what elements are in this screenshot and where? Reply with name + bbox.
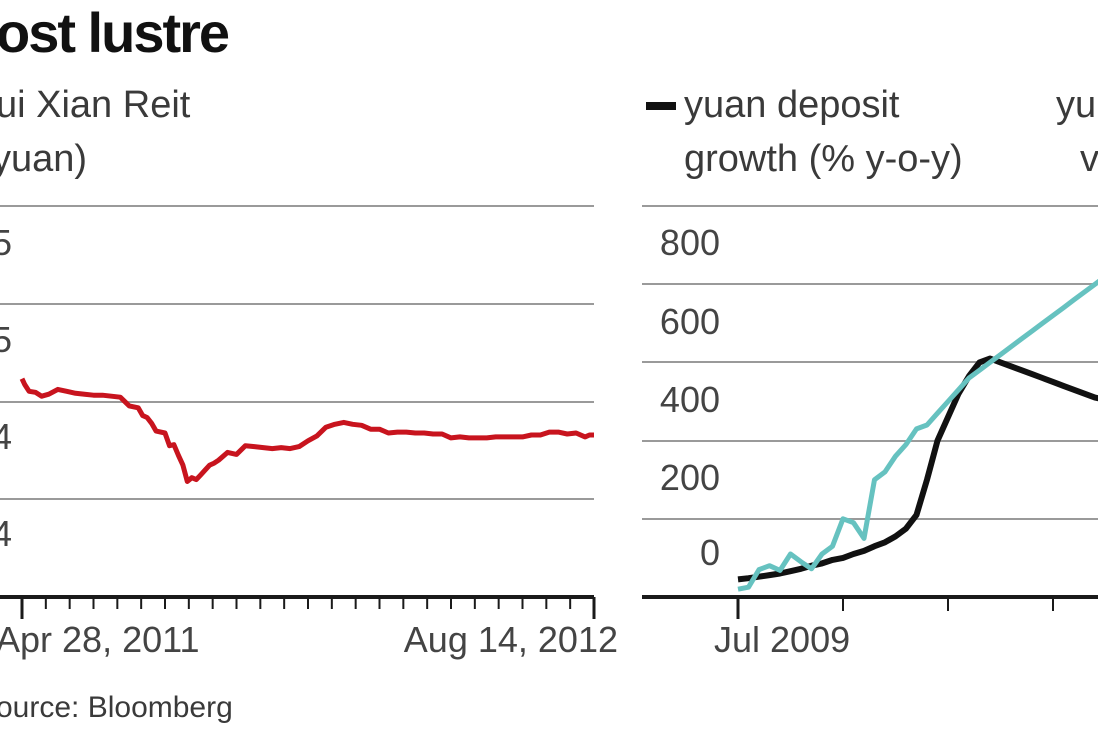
legend-label-second-line2: v: [1080, 138, 1098, 180]
left-x-tick-label: Aug 14, 2012: [404, 619, 618, 660]
source-note: ource: Bloomberg: [0, 691, 233, 724]
legend-label-deposit-line2: growth (% y-o-y): [684, 138, 963, 180]
legend-label-second: yu: [1056, 84, 1097, 126]
headline: ost lustre: [0, 1, 230, 64]
left-y-tick-label: 4: [0, 416, 12, 457]
left-chart-unit: yuan): [0, 138, 88, 180]
right-series-deposit-line: [737, 355, 1098, 583]
left-series-line: [19, 377, 594, 484]
left-x-tick-label: Apr 28, 2011: [0, 619, 199, 660]
right-y-tick-label: 0: [700, 532, 720, 573]
left-y-tick-label: 5: [0, 222, 12, 263]
left-chart: 5 5 4 4 Apr 28, 2011 Aug 14, 2012: [0, 205, 618, 660]
left-chart-title: ui Xian Reit: [0, 84, 191, 126]
left-y-tick-label: 5: [0, 319, 12, 360]
right-series-second-line: [737, 278, 1098, 592]
right-y-tick-label: 800: [660, 222, 720, 263]
legend-label-deposit: yuan deposit: [684, 84, 900, 126]
right-y-tick-label: 200: [660, 457, 720, 498]
right-chart: 800 600 400 200 0 Jul 2009: [642, 102, 1098, 660]
right-x-tick-label: Jul 2009: [714, 619, 850, 660]
left-y-tick-label: 4: [0, 513, 12, 554]
right-y-tick-label: 600: [660, 301, 720, 342]
right-y-tick-label: 400: [660, 379, 720, 420]
